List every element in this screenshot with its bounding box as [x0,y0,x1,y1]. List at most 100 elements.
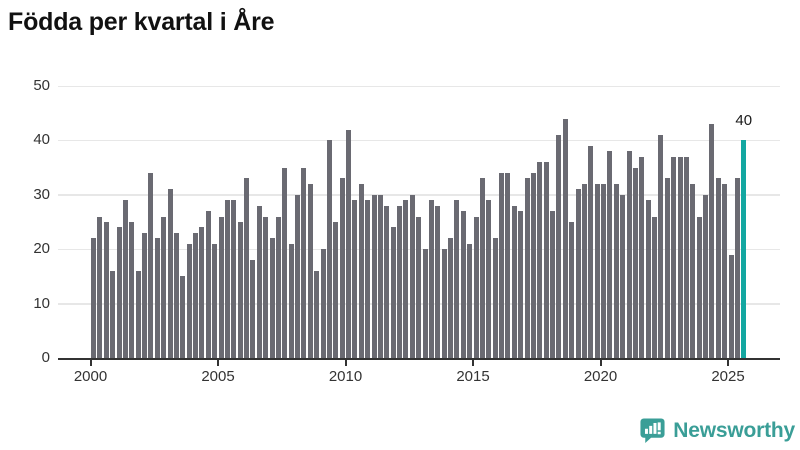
bar [358,183,364,358]
bar [467,243,473,358]
bar [639,156,645,358]
x-axis-label: 2015 [456,368,490,385]
x-axis-label: 2020 [583,368,618,385]
bar [403,200,409,358]
bar [505,173,511,358]
bar [282,167,288,358]
speech-bubble-bar-chart-icon [640,418,665,444]
bar [709,124,715,358]
x-axis-label: 2025 [711,368,745,385]
bar [295,194,300,358]
newsworthy-logo: Newsworthy [639,417,795,444]
bar [620,194,626,358]
bar [371,194,377,358]
bar [275,216,281,358]
brand-name: Newsworthy [673,418,795,442]
bar [613,183,619,358]
bar [333,222,339,358]
bar [148,173,154,358]
bar [365,200,371,358]
bar [326,140,332,358]
bar [588,145,594,358]
bar [671,156,677,358]
bar [129,222,135,358]
bar [524,178,530,358]
x-axis-tick [217,360,219,366]
bar [193,232,198,358]
bar [652,216,657,358]
bar [110,270,116,358]
bar [135,270,141,358]
bar [441,249,447,358]
bar [454,200,460,358]
gridline [58,85,780,87]
bar [384,205,390,358]
bar [186,243,192,358]
y-axis-label: 10 [33,294,50,312]
bar [320,249,326,358]
x-axis-tick [599,360,602,366]
y-axis-label: 0 [41,349,50,366]
bar [212,243,218,358]
bar [91,238,96,358]
x-axis-label: 2000 [73,368,108,385]
bar [703,194,708,358]
bar [352,200,358,358]
bar [581,183,587,358]
bar [518,211,524,358]
bar [690,183,696,358]
bar [167,189,173,358]
y-axis-label: 40 [33,131,50,149]
bar [116,227,122,358]
bar [607,151,613,358]
bar [594,183,600,358]
gridline [58,139,780,142]
bar [543,162,549,358]
bar [256,205,262,358]
bar [154,238,160,358]
bar [664,178,670,358]
bar [530,173,536,358]
bar [244,178,249,358]
bar [734,178,740,358]
bar [397,205,402,358]
bar [677,156,683,358]
bar [97,216,103,358]
bar [645,200,651,358]
bar [314,270,320,358]
bar [428,200,434,358]
plot-area [58,85,780,358]
bar [288,243,294,358]
bar [269,238,275,358]
x-axis-tick [472,360,474,366]
bar [390,227,396,358]
gridline [58,194,780,196]
y-axis-label: 50 [33,77,50,94]
bar [562,118,568,358]
bar [575,189,581,358]
y-axis-label: 30 [33,185,50,203]
bar [728,254,734,358]
bar [511,205,517,358]
bar [556,134,562,358]
bar [377,194,383,358]
bar [231,200,237,358]
bar [409,194,415,358]
bar [103,222,109,358]
bar [218,216,224,358]
bar [722,183,728,358]
bar [250,260,256,358]
bar [658,134,664,358]
x-axis-label: 2010 [328,368,363,385]
bar [460,211,466,358]
bar [626,151,632,358]
x-axis-line [58,358,780,360]
bar [173,232,179,358]
y-axis-label: 20 [33,240,50,258]
bar [473,216,479,358]
bar [161,216,167,358]
bar [632,167,638,358]
bar [307,183,313,358]
bar [180,276,186,358]
